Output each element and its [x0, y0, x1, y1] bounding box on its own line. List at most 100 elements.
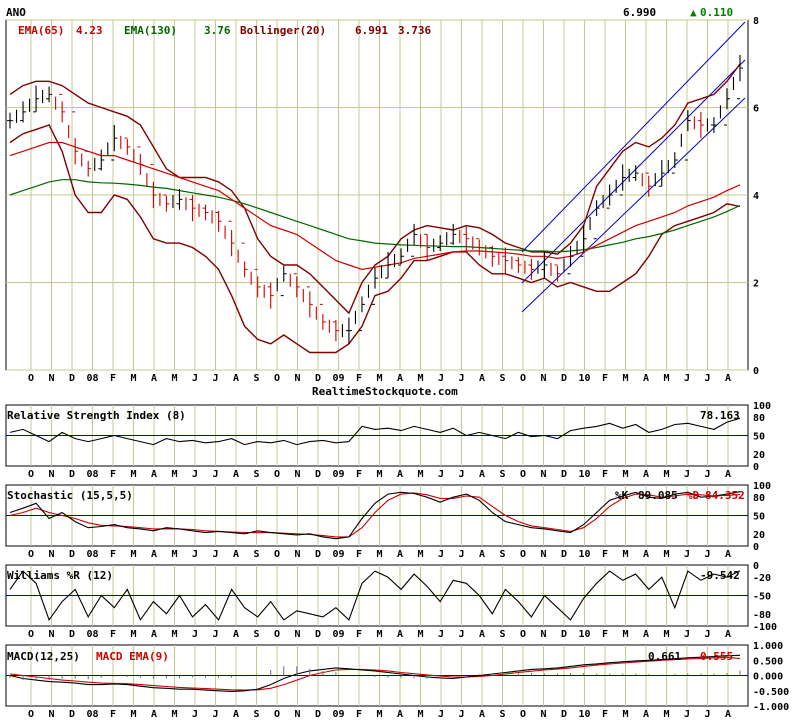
rsi-x-tick-label: A	[479, 469, 485, 480]
price-x-tick-label: N	[540, 373, 546, 384]
price-x-tick-label: D	[561, 373, 567, 384]
macd-x-tick-label: O	[28, 709, 34, 720]
rsi-x-tick-label: A	[643, 469, 649, 480]
williams-x-tick-label: J	[704, 629, 710, 640]
macd-x-tick-label: A	[397, 709, 403, 720]
stoch-y-tick-label: 50	[753, 512, 765, 523]
rsi-x-tick-label: A	[725, 469, 731, 480]
williams-line	[9, 570, 741, 622]
price-x-tick-label: J	[212, 373, 218, 384]
williams-x-tick-label: N	[294, 629, 300, 640]
macd-x-tick-label: A	[151, 709, 157, 720]
price-x-tick-label: M	[130, 373, 136, 384]
stoch-y-tick-label: 20	[753, 530, 765, 541]
rsi-x-tick-label: F	[110, 469, 116, 480]
price-x-tick-label: J	[438, 373, 444, 384]
williams-x-tick-label: S	[499, 629, 505, 640]
rsi-title: Relative Strength Index (8)	[7, 409, 186, 422]
williams-x-tick-label: J	[458, 629, 464, 640]
price-x-tick-label: M	[663, 373, 669, 384]
stoch-x-tick-label: A	[397, 549, 403, 560]
williams-x-tick-label: M	[663, 629, 669, 640]
williams-x-tick-label: A	[151, 629, 157, 640]
macd-x-tick-label: N	[294, 709, 300, 720]
macd-x-tick-label: J	[458, 709, 464, 720]
price-x-tick-label: D	[315, 373, 321, 384]
rsi-y-tick-label: 100	[753, 401, 771, 412]
williams-x-tick-label: A	[643, 629, 649, 640]
rsi-x-tick-label: F	[356, 469, 362, 480]
bollinger-lower: 3.736	[398, 24, 432, 37]
ema65-value: 4.23	[76, 24, 103, 37]
price-x-tick-label: O	[274, 373, 280, 384]
rsi-x-tick-label: 10	[578, 469, 590, 480]
macd-line	[9, 654, 741, 692]
stoch-y-tick-label: 100	[753, 481, 771, 492]
ema130-line	[9, 179, 741, 253]
rsi-y-tick-label: 0	[753, 462, 759, 473]
stoch-x-tick-label: D	[69, 549, 75, 560]
rsi-x-tick-label: 09	[332, 469, 344, 480]
stoch-title: Stochastic (15,5,5)	[7, 489, 133, 502]
williams-x-tick-label: M	[417, 629, 423, 640]
price-x-tick-label: F	[602, 373, 608, 384]
williams-value: -9.542	[700, 569, 740, 582]
rsi-x-tick-label: J	[212, 469, 218, 480]
williams-title: Williams %R (12)	[7, 569, 113, 582]
macd-x-tick-label: N	[48, 709, 54, 720]
price-x-tick-label: J	[704, 373, 710, 384]
williams-x-tick-label: M	[130, 629, 136, 640]
macd-x-tick-label: S	[253, 709, 259, 720]
stoch-x-tick-label: A	[725, 549, 731, 560]
macd-x-tick-label: M	[417, 709, 423, 720]
rsi-x-tick-label: O	[28, 469, 34, 480]
stoch-x-tick-label: M	[171, 549, 177, 560]
macd-y-tick-label: 0.000	[753, 672, 783, 683]
price-x-tick-label: M	[622, 373, 628, 384]
price-x-tick-label: M	[171, 373, 177, 384]
rsi-y-tick-label: 80	[753, 413, 765, 424]
macd-x-tick-label: M	[622, 709, 628, 720]
stoch-x-tick-label: A	[643, 549, 649, 560]
rsi-x-tick-label: O	[520, 469, 526, 480]
williams-y-tick-label: -80	[753, 610, 771, 621]
stoch-x-tick-label: F	[602, 549, 608, 560]
williams-x-tick-label: A	[479, 629, 485, 640]
rsi-x-tick-label: F	[602, 469, 608, 480]
stoch-x-tick-label: 10	[578, 549, 590, 560]
price-x-tick-label: A	[233, 373, 239, 384]
price-x-tick-label: 08	[86, 373, 98, 384]
rsi-x-tick-label: 08	[86, 469, 98, 480]
rsi-x-tick-label: M	[663, 469, 669, 480]
stoch-x-tick-label: O	[520, 549, 526, 560]
macd-y-tick-label: 1.000	[753, 641, 783, 652]
williams-x-tick-label: M	[171, 629, 177, 640]
macd-x-tick-label: M	[171, 709, 177, 720]
price-x-tick-label: S	[499, 373, 505, 384]
williams-x-tick-label: J	[212, 629, 218, 640]
rsi-x-tick-label: J	[192, 469, 198, 480]
macd-x-tick-label: M	[130, 709, 136, 720]
macd-value: 0.661	[648, 650, 682, 663]
macd-x-tick-label: D	[69, 709, 75, 720]
williams-x-tick-label: D	[69, 629, 75, 640]
rsi-x-tick-label: O	[274, 469, 280, 480]
stoch-x-tick-label: J	[704, 549, 710, 560]
rsi-x-tick-label: M	[130, 469, 136, 480]
rsi-x-tick-label: A	[151, 469, 157, 480]
stoch-x-tick-label: M	[376, 549, 382, 560]
macd-x-tick-label: 10	[578, 709, 590, 720]
williams-x-tick-label: N	[48, 629, 54, 640]
williams-x-tick-label: A	[397, 629, 403, 640]
macd-x-tick-label: A	[479, 709, 485, 720]
williams-x-tick-label: F	[110, 629, 116, 640]
rsi-x-tick-label: J	[458, 469, 464, 480]
stoch-x-tick-label: O	[274, 549, 280, 560]
williams-y-tick-label: -100	[753, 622, 777, 633]
stoch-x-tick-label: M	[417, 549, 423, 560]
price-x-tick-label: J	[684, 373, 690, 384]
stoch-x-tick-label: J	[458, 549, 464, 560]
stoch-x-tick-label: M	[622, 549, 628, 560]
williams-x-tick-label: J	[192, 629, 198, 640]
